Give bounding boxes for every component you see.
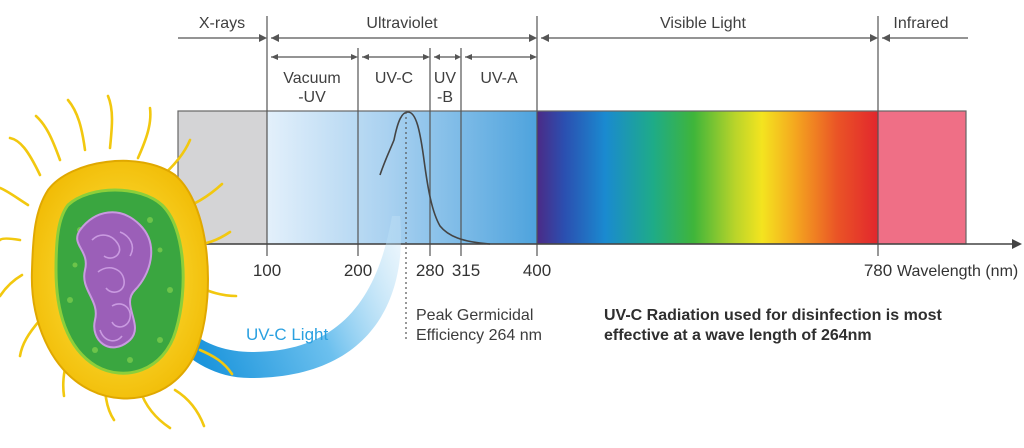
xrays-label: X-rays xyxy=(199,15,245,32)
peak-label-1: Peak Germicidal xyxy=(416,307,533,324)
uvc-light-label: UV-C Light xyxy=(246,325,328,344)
axis-label: Wavelength (nm) xyxy=(897,263,1018,280)
uvb-label-1: UV xyxy=(434,70,457,87)
visible-light-band xyxy=(537,111,878,244)
tick-400: 400 xyxy=(523,261,551,280)
statement-line-2: effective at a wave length of 264nm xyxy=(604,327,872,344)
tick-labels: 100 200 280 315 400 780 xyxy=(253,261,892,280)
visible-light-label: Visible Light xyxy=(660,15,747,32)
uva-label: UV-A xyxy=(480,70,518,87)
ultraviolet-band xyxy=(267,111,537,244)
tick-100: 100 xyxy=(253,261,281,280)
germicidal-curve xyxy=(379,111,491,245)
uvb-label-2: -B xyxy=(437,89,453,106)
infrared-band xyxy=(878,111,966,244)
infrared-label: Infrared xyxy=(893,15,948,32)
tick-280: 280 xyxy=(416,261,444,280)
axis-arrowhead xyxy=(1012,239,1022,249)
tick-200: 200 xyxy=(344,261,372,280)
ultraviolet-label: Ultraviolet xyxy=(366,15,438,32)
vacuum-uv-label-1: Vacuum xyxy=(283,70,341,87)
divider-lines xyxy=(266,16,879,256)
bacteria-icon xyxy=(0,94,238,430)
vacuum-uv-label-2: -UV xyxy=(298,89,326,106)
uvc-light-arrow xyxy=(160,216,402,378)
peak-label-2: Efficiency 264 nm xyxy=(416,327,542,344)
tick-780: 780 xyxy=(864,261,892,280)
uvc-label: UV-C xyxy=(375,70,413,87)
region-arrows xyxy=(178,34,968,60)
tick-315: 315 xyxy=(452,261,480,280)
statement-line-1: UV-C Radiation used for disinfection is … xyxy=(604,307,942,324)
